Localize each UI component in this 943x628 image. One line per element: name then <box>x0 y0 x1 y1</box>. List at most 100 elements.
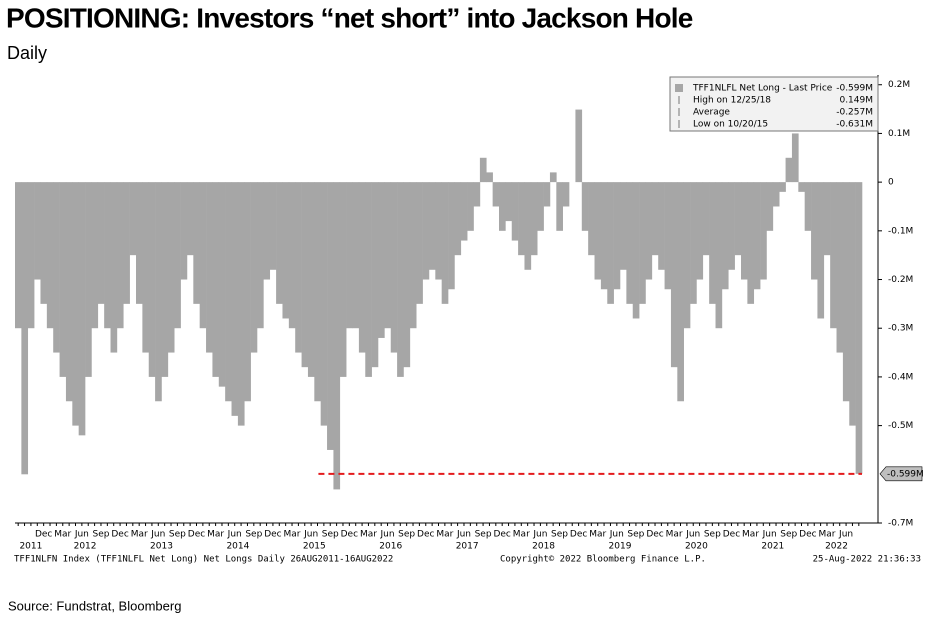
bar <box>390 182 398 353</box>
x-tick-label: Jun <box>685 530 700 540</box>
bar <box>422 182 430 280</box>
x-tick-label: Dec <box>493 530 510 540</box>
bar <box>193 182 200 304</box>
bar <box>358 182 366 353</box>
year-label: 2013 <box>150 542 173 552</box>
bar <box>78 182 86 436</box>
last-price-tag <box>879 466 923 482</box>
x-tick-label: Jun <box>150 530 165 540</box>
bar <box>785 157 793 183</box>
x-tick-label: Sep <box>627 530 644 540</box>
footer-right: 25-Aug-2022 21:36:33 <box>813 555 921 565</box>
year-label: 2018 <box>532 542 555 552</box>
bar <box>537 182 544 231</box>
x-tick-label: Mar <box>513 530 530 540</box>
bar <box>817 182 825 319</box>
bar <box>562 182 570 207</box>
bar <box>237 182 245 426</box>
bar <box>403 182 411 368</box>
bar <box>632 182 640 319</box>
bar <box>269 182 277 270</box>
bar <box>486 172 493 183</box>
bar <box>97 182 105 304</box>
bar <box>798 182 805 192</box>
bar <box>428 182 436 270</box>
bar <box>836 182 844 353</box>
bar <box>473 182 481 207</box>
bar <box>677 182 684 402</box>
bar <box>174 182 181 329</box>
x-tick-label: Jun <box>380 530 395 540</box>
bar <box>155 182 162 402</box>
bar <box>607 182 614 304</box>
bar <box>142 182 150 353</box>
y-tick-label: -0.1M <box>888 226 913 236</box>
bar <box>690 182 697 304</box>
bar <box>288 182 296 329</box>
bar <box>244 182 251 402</box>
x-tick-label: Mar <box>131 530 148 540</box>
bar <box>167 182 175 353</box>
bar <box>575 109 583 183</box>
year-label: 2014 <box>226 542 249 552</box>
bar <box>225 182 232 402</box>
bar <box>728 182 735 270</box>
bar <box>811 182 818 280</box>
bar <box>314 182 321 402</box>
bar <box>492 182 500 207</box>
bar <box>613 182 621 290</box>
bar <box>779 182 786 192</box>
bar <box>683 182 691 329</box>
legend-value: -0.631M <box>836 120 873 130</box>
bar <box>448 182 455 290</box>
bar <box>384 182 392 329</box>
bar <box>129 182 137 256</box>
bar <box>499 182 506 231</box>
x-tick-label: Sep <box>475 530 492 540</box>
y-tick-label: -0.7M <box>888 519 913 529</box>
bar <box>460 182 468 241</box>
bar <box>626 182 634 304</box>
bar <box>123 182 130 304</box>
y-tick-label: -0.5M <box>888 421 913 431</box>
year-label: 2022 <box>825 542 848 552</box>
bar <box>339 182 347 377</box>
bar <box>454 182 462 256</box>
x-tick-label: Sep <box>551 530 568 540</box>
bar <box>702 182 710 256</box>
year-label: 2011 <box>19 542 42 552</box>
x-tick-label: Mar <box>207 530 224 540</box>
x-tick-label: Jun <box>74 530 89 540</box>
bar <box>823 182 831 256</box>
x-tick-label: Sep <box>169 530 186 540</box>
bar <box>276 182 283 304</box>
bar <box>378 182 385 338</box>
bar <box>849 182 856 426</box>
chart-title: POSITIONING: Investors “net short” into … <box>6 2 693 33</box>
bar <box>307 182 315 377</box>
bar <box>53 182 60 353</box>
year-label: 2021 <box>761 542 784 552</box>
bar <box>753 182 761 290</box>
bar <box>435 182 442 280</box>
bar <box>365 182 372 377</box>
x-tick-label: Mar <box>284 530 301 540</box>
year-label: 2012 <box>74 542 97 552</box>
bar <box>543 182 551 207</box>
bar <box>27 182 35 329</box>
bar <box>186 182 194 256</box>
legend-label: Low on 10/20/15 <box>693 120 768 130</box>
bar <box>85 182 92 377</box>
bar <box>148 182 156 377</box>
bar <box>397 182 404 377</box>
legend-box <box>669 76 879 132</box>
x-tick-label: Mar <box>666 530 683 540</box>
bar <box>620 182 627 270</box>
x-tick-label: Sep <box>398 530 415 540</box>
bar <box>556 182 563 231</box>
bar <box>651 182 659 256</box>
bar <box>518 182 525 256</box>
bar <box>295 182 302 353</box>
bar <box>791 133 799 183</box>
x-tick-label: Jun <box>532 530 547 540</box>
